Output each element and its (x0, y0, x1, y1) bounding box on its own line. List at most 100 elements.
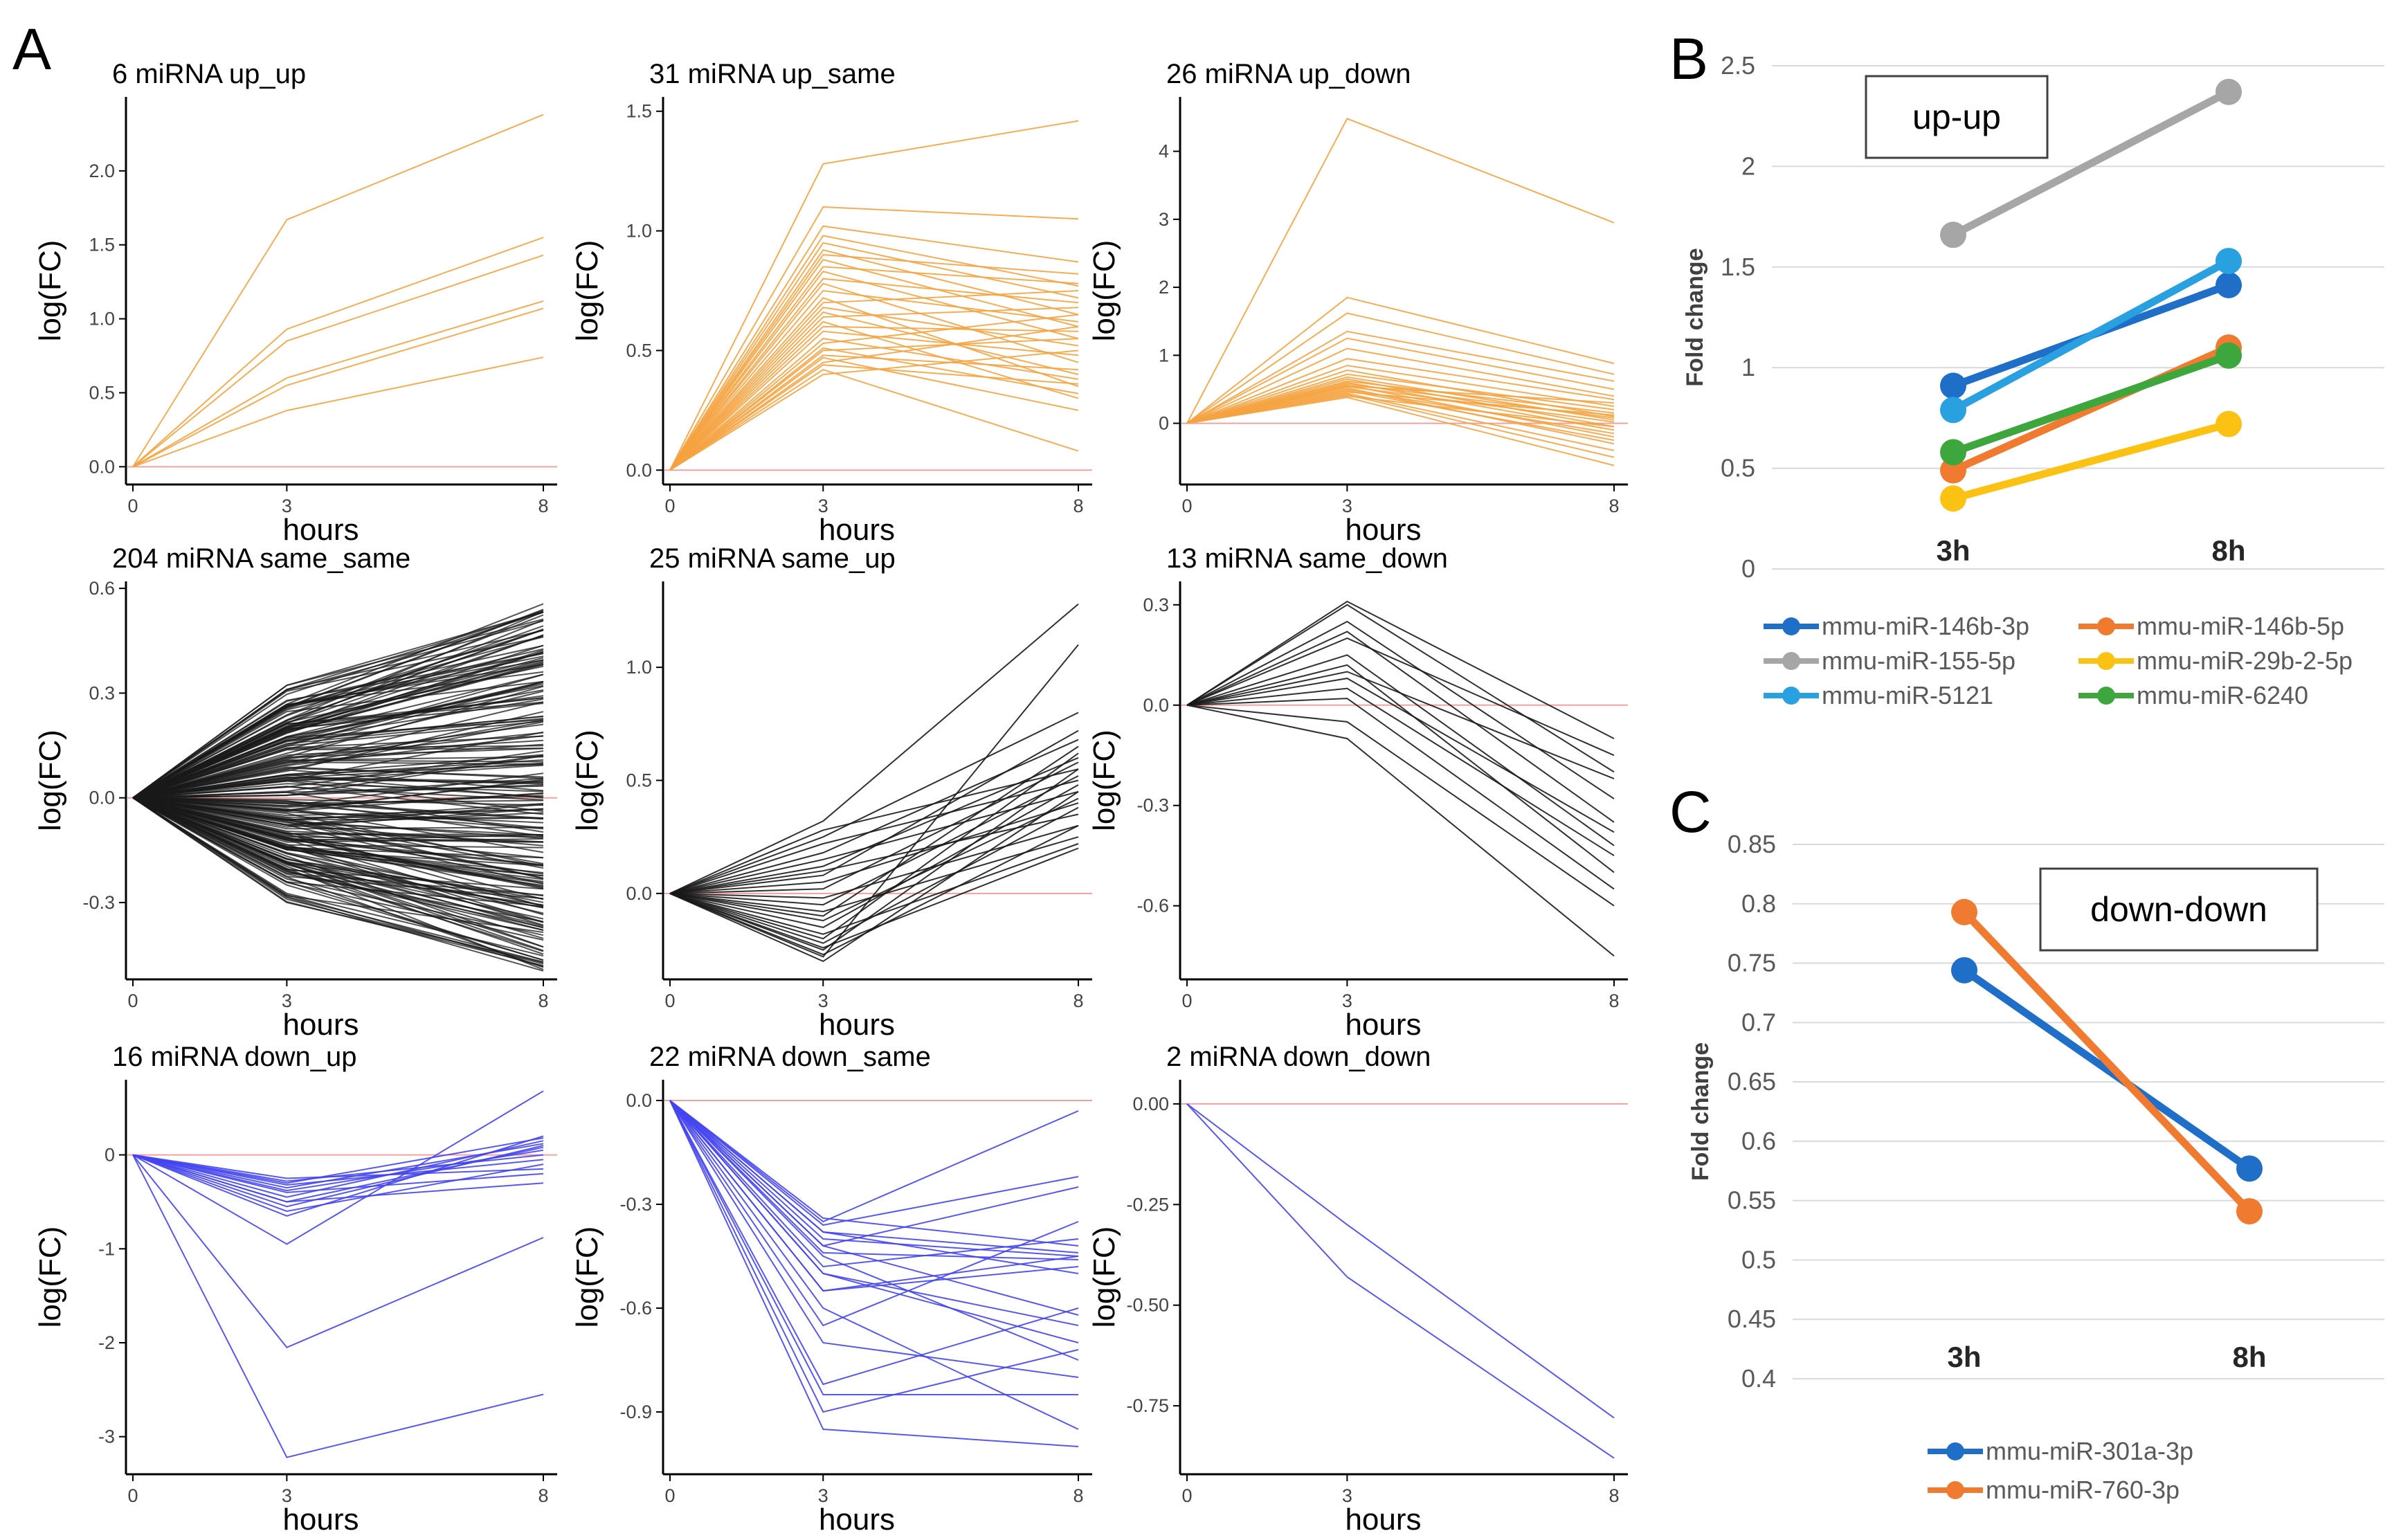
series-line (669, 1100, 1079, 1386)
x-tick-label: 3 (1342, 990, 1352, 1011)
subplot-title: 26 miRNA up_down (1166, 59, 1411, 89)
series-line (1186, 631, 1615, 823)
legend-label: mmu-miR-5121 (1822, 681, 1993, 709)
series-line (669, 784, 1079, 928)
series-line (1186, 296, 1615, 424)
series-line (669, 1100, 1079, 1257)
series-line (669, 824, 1079, 899)
x-axis-label: hours (819, 1503, 895, 1537)
y-tick-label: 3 (1159, 209, 1169, 230)
series-line (1186, 654, 1615, 846)
series-line (669, 797, 1079, 922)
series-line (132, 797, 544, 846)
y-axis-label: log(FC) (570, 1226, 604, 1328)
series-line (669, 768, 1079, 951)
series-line (132, 1146, 544, 1203)
subplot-title: 13 miRNA same_down (1166, 543, 1448, 574)
series-point (1940, 372, 1966, 399)
legend-label: mmu-miR-29b-2-5p (2137, 646, 2353, 675)
series-line (669, 1100, 1078, 1395)
x-tick-label: 8 (1073, 1485, 1083, 1506)
y-tick-label: -0.3 (619, 1194, 652, 1215)
y-tick-label: 0.45 (1728, 1305, 1776, 1333)
series-line (669, 369, 1079, 471)
category-label: 8h (2232, 1341, 2266, 1373)
series-line (669, 1100, 1079, 1316)
x-tick-label: 8 (1609, 496, 1619, 516)
series-line (669, 644, 1079, 958)
x-tick-label: 3 (282, 496, 292, 516)
series-line (669, 1100, 1079, 1361)
series-line (132, 1135, 544, 1217)
y-tick-label: 0.0 (89, 788, 115, 808)
series-line (669, 278, 1079, 471)
series-line (669, 266, 1079, 471)
series-line (132, 664, 544, 799)
y-tick-label: 1.5 (626, 101, 652, 122)
series-line (132, 237, 544, 468)
series-line (132, 797, 544, 957)
series-line (132, 743, 544, 799)
y-tick-label: 0.6 (1741, 1127, 1776, 1155)
y-tick-label: 2.5 (1721, 51, 1755, 80)
series-line (669, 307, 1079, 471)
series-line (1186, 620, 1615, 799)
annotation-label: down-down (2090, 890, 2267, 929)
series-line (132, 1090, 544, 1245)
y-tick-label: 0.4 (1741, 1364, 1776, 1393)
series-line (669, 1100, 1079, 1226)
series-line (669, 1100, 1079, 1223)
series-line (132, 797, 544, 889)
series-line (669, 338, 1079, 471)
series-line (132, 797, 544, 880)
series-line (669, 320, 1079, 471)
x-tick-label: 0 (664, 1485, 675, 1506)
y-tick-label: 0.8 (1741, 889, 1776, 918)
series-line (1186, 337, 1615, 424)
series-line (1186, 704, 1615, 907)
series-line (669, 235, 1079, 471)
panel-b-line-chart: 0 0.5 1 1.5 2 2.5 3h 8h Fold change up-up mmu-miR-… (1682, 51, 2384, 709)
series-line (1186, 385, 1615, 424)
y-tick-label: -0.75 (1126, 1395, 1169, 1416)
series-line (132, 797, 544, 877)
x-tick-label: 3 (282, 990, 292, 1011)
subplot-1: 6 miRNA up_up 0.0 0.5 1.0 1.5 2.0 0 3 8 hours log(… (33, 59, 557, 547)
series-line (132, 652, 544, 799)
series-line (1960, 908, 2254, 1215)
series-line (1186, 397, 1615, 466)
y-tick-label: 0.0 (626, 460, 652, 480)
series-line (669, 325, 1079, 471)
y-tick-label: 0 (105, 1145, 115, 1166)
series-line (132, 795, 544, 807)
series-line (669, 1100, 1079, 1327)
y-tick-label: -0.9 (619, 1402, 652, 1422)
annotation-box (2039, 867, 2319, 952)
series-line (669, 1100, 1079, 1292)
y-tick-label: 0.0 (89, 456, 115, 477)
y-axis-label: log(FC) (33, 730, 67, 831)
series-line (669, 1100, 1079, 1260)
y-tick-label: 1.0 (626, 221, 652, 242)
series-line (132, 797, 544, 804)
legend-swatch-marker (1946, 1481, 1964, 1499)
series-line (669, 225, 1079, 471)
series-line (669, 843, 1079, 935)
y-tick-label: 0 (1159, 413, 1169, 434)
series-line (669, 356, 1079, 471)
series-line (1186, 698, 1615, 890)
annotation-label: up-up (1912, 98, 2001, 136)
series-line (1186, 358, 1615, 424)
series-line (132, 1154, 544, 1182)
series-line (669, 1100, 1079, 1413)
series-line (132, 731, 544, 799)
subplot-2: 31 miRNA up_same 0.0 0.5 1.0 1.5 0 3 8 hours log(… (570, 59, 1092, 547)
series-line (132, 759, 544, 799)
y-tick-label: 0.55 (1728, 1186, 1776, 1215)
y-axis-label: log(FC) (570, 240, 604, 342)
series-line (132, 797, 544, 961)
series-line (132, 356, 544, 468)
series-line (1949, 88, 2233, 239)
y-axis-label: log(FC) (33, 240, 67, 342)
